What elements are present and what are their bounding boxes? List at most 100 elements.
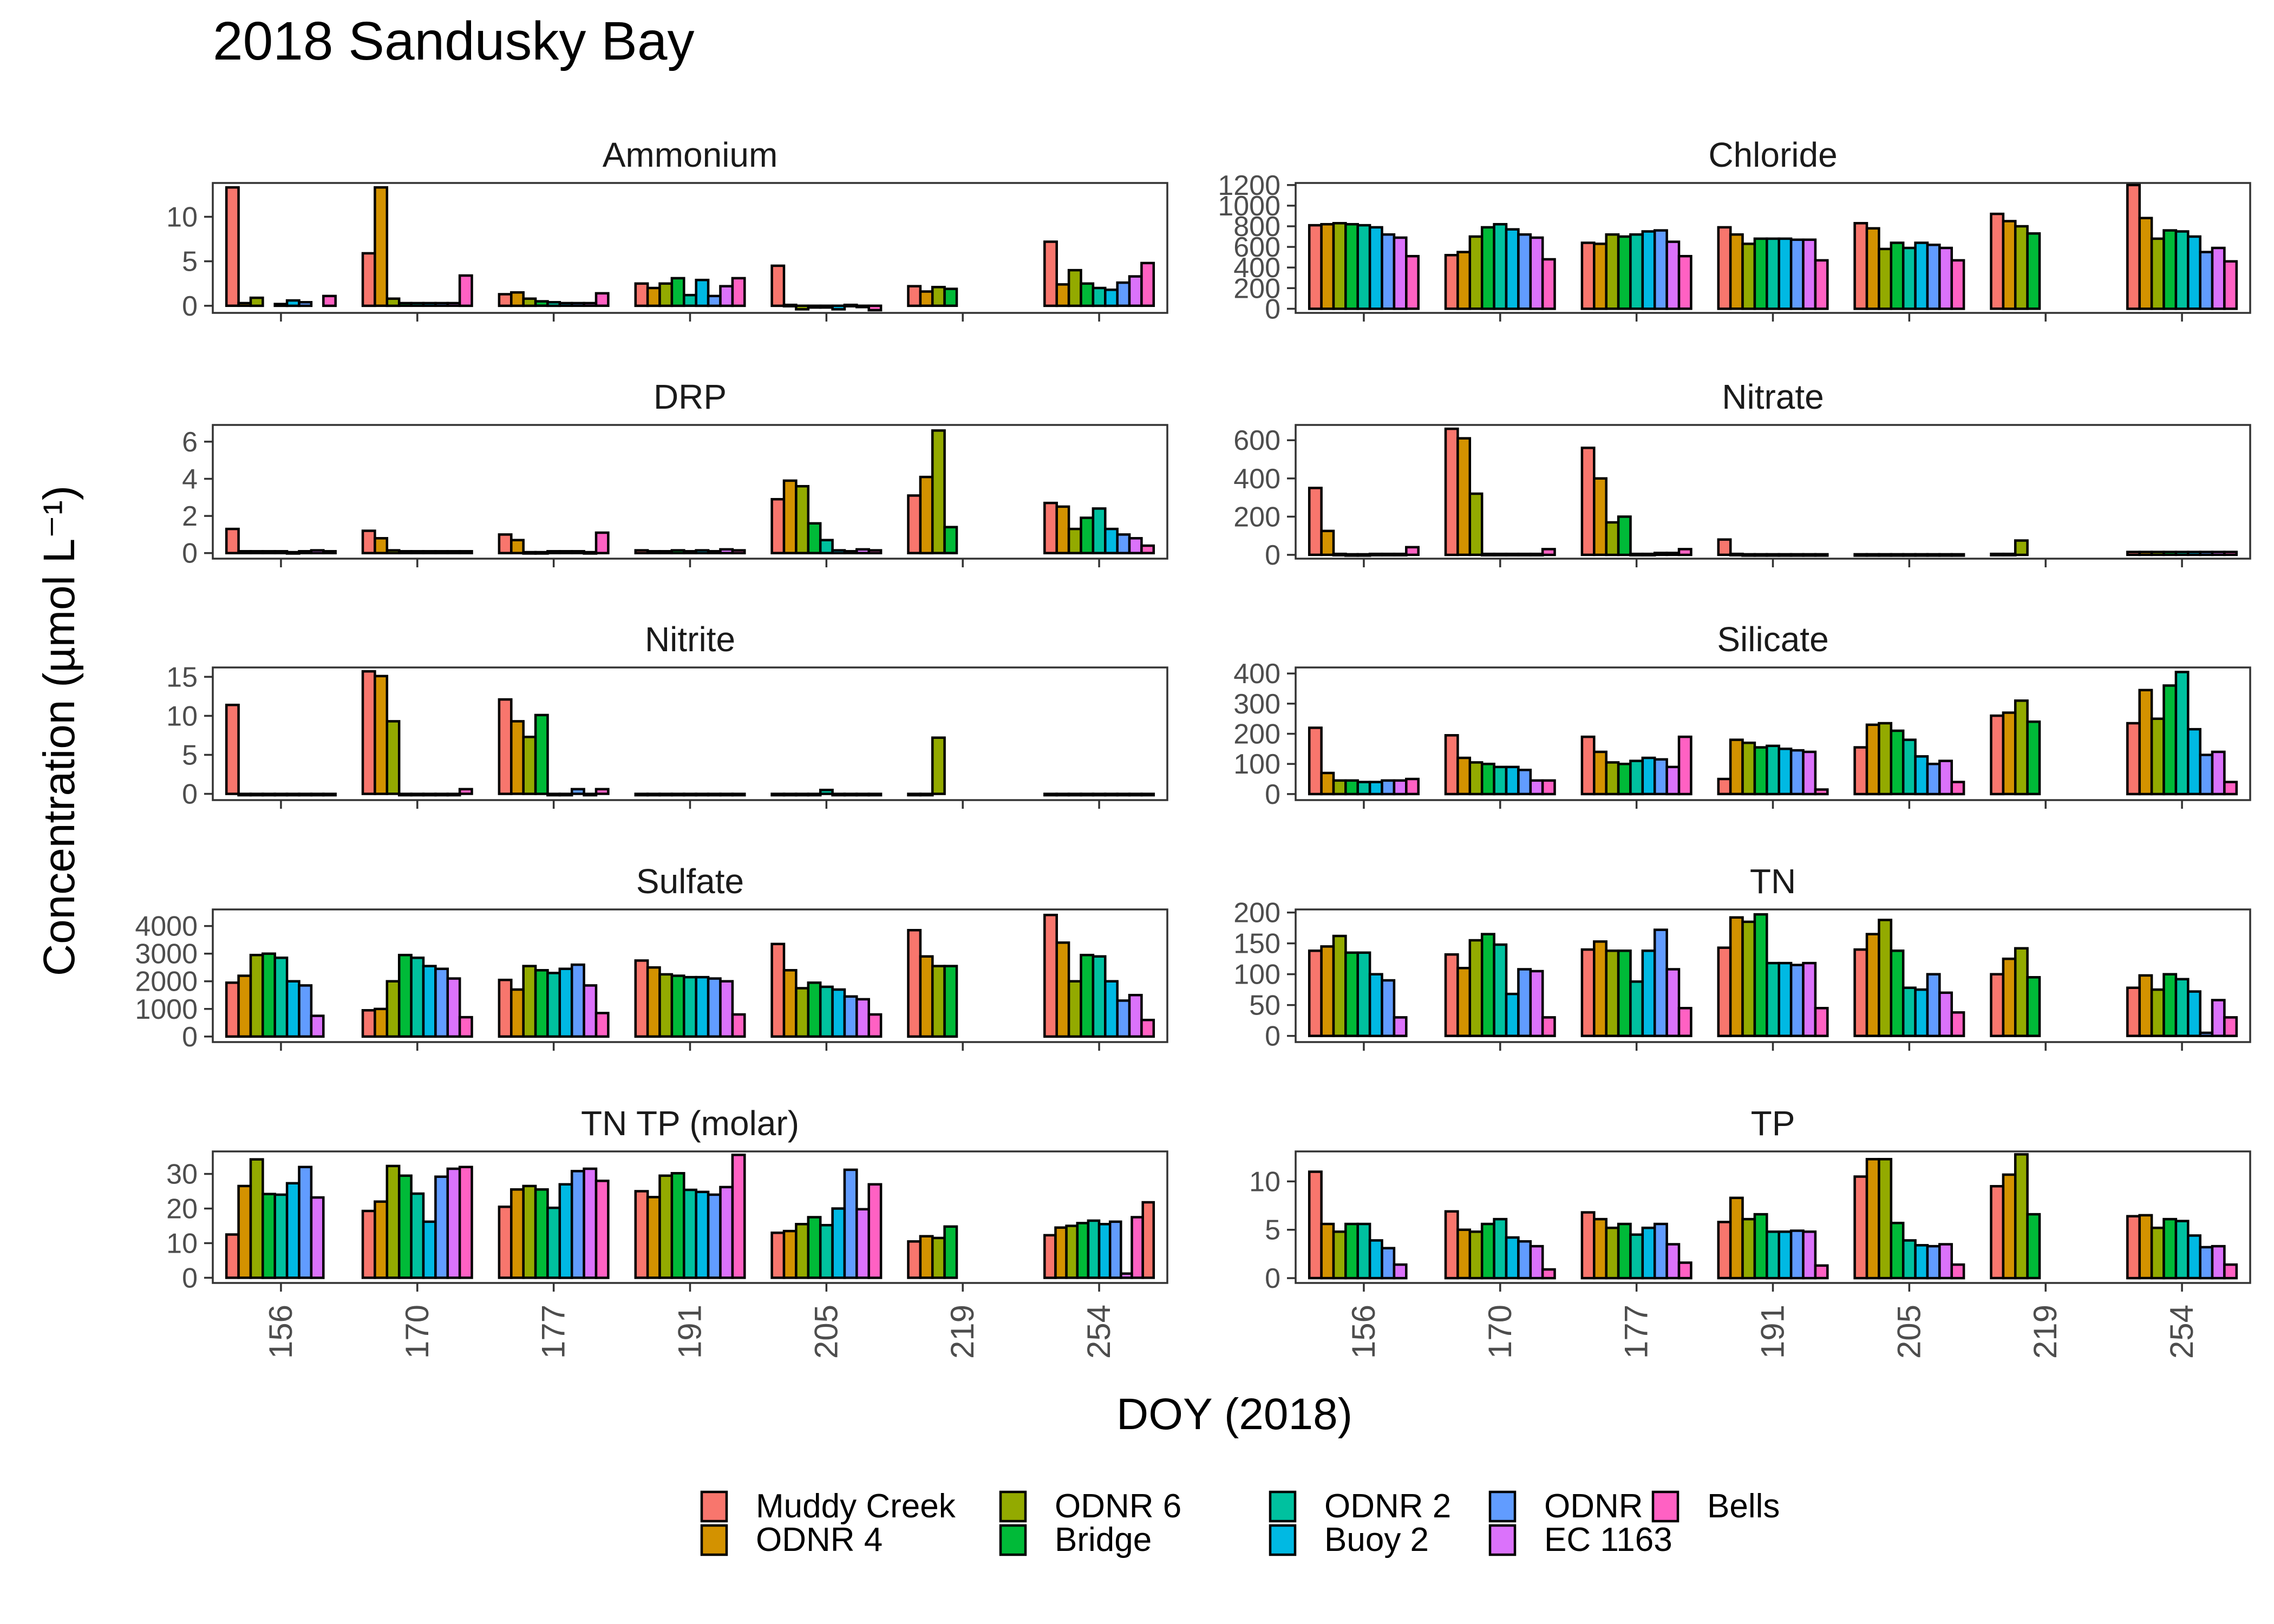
bar (1368, 226, 1383, 310)
bar (422, 550, 437, 554)
bar (385, 549, 401, 554)
bar (2138, 1214, 2153, 1280)
bar (2026, 232, 2041, 310)
bar (510, 720, 525, 795)
bar (1493, 943, 1508, 1037)
bar (397, 1174, 413, 1279)
bar (1080, 953, 1095, 1038)
x-tick-label: 191 (672, 1305, 708, 1359)
bar (646, 1196, 661, 1279)
bar (2138, 551, 2153, 556)
bar (1926, 762, 1941, 796)
bar (1043, 1234, 1057, 1279)
legend-item-ec-1163: EC 1163 (1488, 1521, 1672, 1558)
bar (397, 953, 413, 1038)
bar (1067, 980, 1082, 1038)
bar (1802, 553, 1817, 557)
y-tick-label: 0 (1265, 779, 1280, 810)
bar (1605, 1226, 1620, 1280)
bar (1878, 247, 1893, 310)
bar (1865, 723, 1880, 796)
bar (1901, 553, 1917, 557)
panel-ammonium: Ammonium 0 5 10 (166, 135, 1168, 322)
bar (855, 998, 870, 1038)
bar (1717, 1221, 1732, 1280)
bar (1067, 527, 1082, 554)
bar (1753, 913, 1768, 1037)
bar (446, 550, 461, 554)
bar (410, 302, 425, 307)
x-tick-label: 254 (2164, 1305, 2200, 1359)
bar (310, 1014, 325, 1038)
bar (534, 969, 549, 1038)
bar (273, 303, 289, 307)
bar (1104, 527, 1119, 554)
bar (1344, 553, 1359, 557)
bar (534, 713, 549, 795)
bar (1617, 762, 1632, 796)
bar (931, 965, 946, 1038)
bar (397, 793, 413, 797)
bar (1665, 1243, 1681, 1280)
bar (634, 282, 649, 307)
bar (782, 969, 798, 1038)
bar (2150, 237, 2165, 310)
bar (583, 793, 598, 797)
bar (1480, 226, 1495, 310)
bar (2026, 1213, 2041, 1280)
x-tick-label: 156 (1345, 1305, 1382, 1359)
bar (2199, 251, 2214, 310)
bar (1990, 973, 2005, 1037)
bar (1641, 230, 1656, 310)
y-tick-label: 6 (182, 427, 198, 458)
bar (1529, 236, 1544, 310)
bar (2211, 750, 2226, 796)
bar (658, 282, 674, 307)
bar (1677, 735, 1693, 796)
y-tick-label: 200 (1233, 501, 1280, 533)
bar (522, 965, 537, 1038)
bar (707, 793, 722, 797)
bar (719, 285, 734, 307)
bar (731, 277, 746, 307)
bar (2126, 551, 2141, 556)
bar (374, 1007, 389, 1038)
bar (249, 1158, 264, 1279)
bar (361, 1009, 376, 1038)
bar (1356, 224, 1371, 310)
y-tick-label: 0 (182, 291, 198, 322)
legend-label: Buoy 2 (1324, 1521, 1429, 1558)
bar (1890, 949, 1905, 1037)
bar (1950, 1263, 1965, 1280)
legend-label: Muddy Creek (756, 1488, 956, 1525)
bar (1104, 289, 1119, 307)
bar (458, 550, 473, 554)
bar (1617, 235, 1632, 310)
bar (285, 299, 300, 307)
bar (867, 304, 883, 312)
bar (1580, 735, 1596, 796)
bar (498, 533, 513, 554)
legend-label: ODNR 2 (1324, 1488, 1451, 1525)
bar (1332, 1230, 1347, 1280)
bar (1505, 1236, 1520, 1280)
bar (1789, 1229, 1805, 1280)
bar (583, 551, 598, 555)
y-tick-label: 0 (182, 1262, 198, 1294)
bar (1653, 1222, 1668, 1280)
bar (907, 494, 922, 554)
legend-swatch (999, 1490, 1027, 1523)
bar (1128, 993, 1143, 1038)
bar (570, 302, 585, 307)
bar (385, 297, 401, 307)
bar (1055, 505, 1070, 554)
bar (1043, 501, 1058, 554)
bar (658, 550, 674, 554)
bar (1517, 552, 1532, 556)
bar (843, 793, 858, 797)
bar (707, 1193, 722, 1279)
bar (361, 670, 376, 795)
bar (719, 793, 734, 797)
bar (807, 793, 822, 797)
